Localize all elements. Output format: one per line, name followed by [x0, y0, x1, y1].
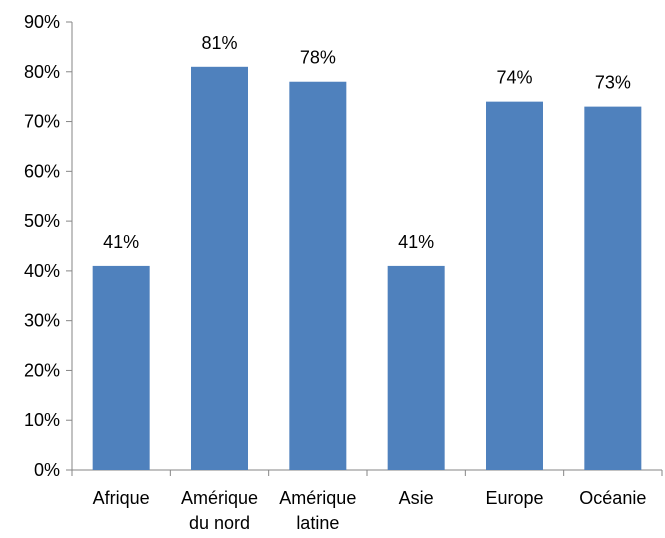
y-tick-label: 30% — [24, 311, 60, 331]
data-label: 73% — [595, 73, 631, 93]
y-tick-label: 40% — [24, 261, 60, 281]
x-category-label: du nord — [189, 513, 250, 533]
data-label: 74% — [496, 68, 532, 88]
y-tick-label: 0% — [34, 460, 60, 480]
bar — [191, 66, 248, 471]
data-label: 41% — [103, 232, 139, 252]
x-category-label: latine — [296, 513, 339, 533]
y-tick-label: 90% — [24, 12, 60, 32]
x-category-label: Amérique — [181, 488, 258, 508]
bar — [92, 265, 150, 470]
bar — [387, 265, 445, 470]
chart-data-labels: 41% 81% 78% 41% 74% 73% — [103, 33, 631, 252]
chart-bars — [92, 66, 642, 471]
y-tick-label: 50% — [24, 211, 60, 231]
x-category-label: Amérique — [279, 488, 356, 508]
y-tick-label: 80% — [24, 62, 60, 82]
bar — [289, 81, 347, 470]
bar — [584, 106, 642, 470]
x-category-label: Asie — [399, 488, 434, 508]
x-category-label: Afrique — [93, 488, 150, 508]
y-tick-label: 20% — [24, 360, 60, 380]
data-label: 78% — [300, 48, 336, 68]
x-category-label: Europe — [485, 488, 543, 508]
chart-axes: 0% 10% 20% 30% 40% 50% 60% 70% 80% 90% Afrique Amér… — [24, 12, 663, 533]
y-tick-label: 60% — [24, 161, 60, 181]
y-tick-label: 10% — [24, 410, 60, 430]
data-label: 41% — [398, 232, 434, 252]
data-label: 81% — [201, 33, 237, 53]
y-tick-label: 70% — [24, 112, 60, 132]
x-category-label: Océanie — [579, 488, 646, 508]
bar — [486, 101, 543, 471]
